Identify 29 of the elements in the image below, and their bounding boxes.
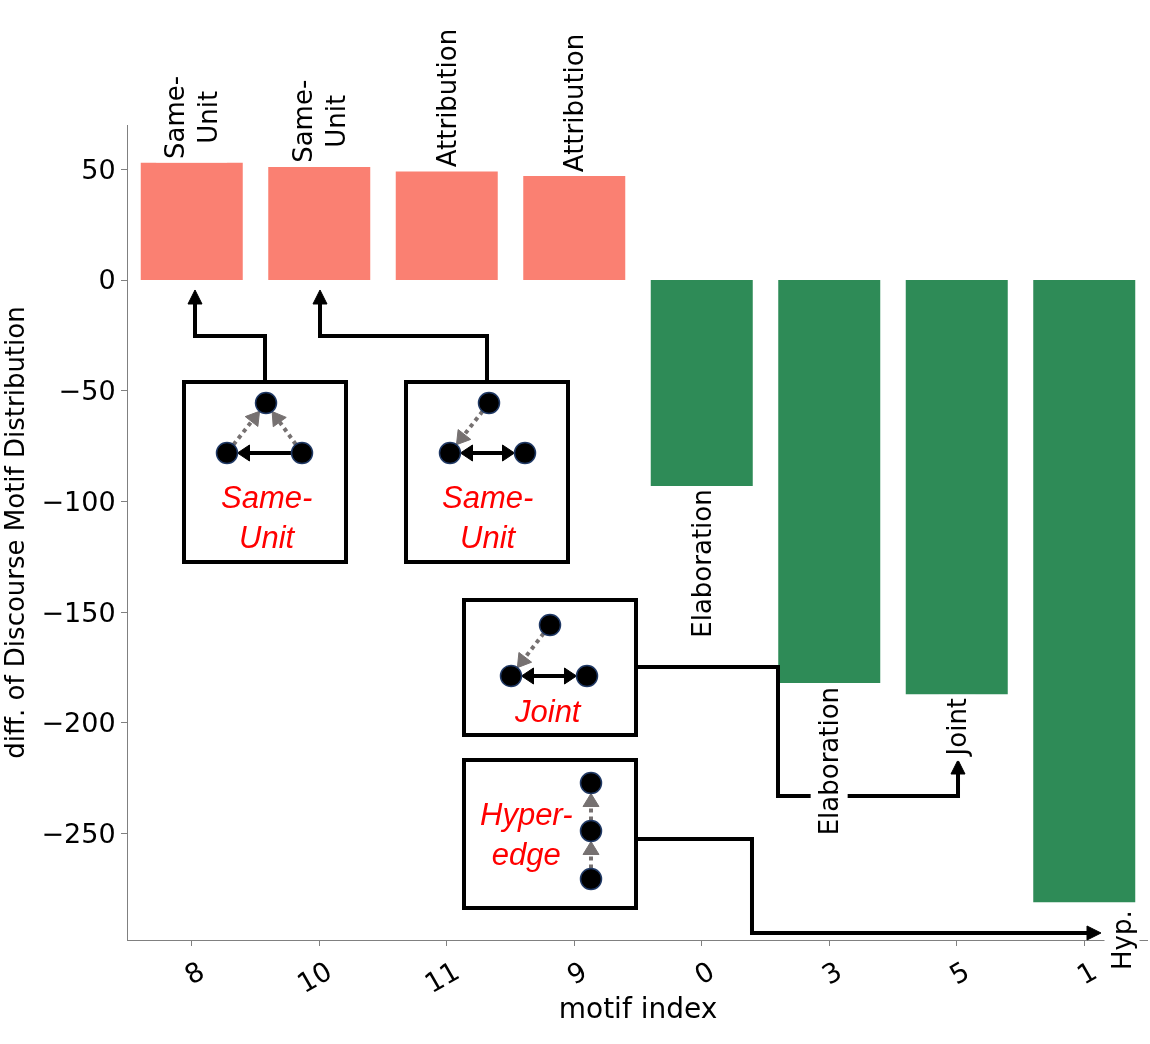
x-tick-label: 3: [816, 954, 847, 991]
annotation: Same- Unit: [442, 480, 534, 556]
annotation: Elaboration: [814, 686, 845, 836]
annotation: Attribution: [559, 33, 590, 173]
annotation: Same- Unit: [287, 79, 352, 163]
annotation: Hyper- edge: [480, 797, 573, 873]
annotation: Attribution: [432, 28, 463, 168]
x-tick-label: 10: [291, 954, 337, 999]
y-tick-label: 0: [98, 264, 116, 296]
y-axis-title: diff. of Discourse Motif Distribution: [0, 306, 30, 759]
x-tick-label: 11: [419, 954, 465, 999]
annotation: Same- Unit: [159, 75, 224, 159]
y-tick-label: −100: [41, 485, 116, 517]
y-tick-label: −250: [41, 818, 116, 850]
x-tick-label: 5: [944, 954, 975, 991]
annotation: Joint: [942, 697, 973, 758]
x-tick-label: 1: [1071, 954, 1102, 991]
y-tick-label: −150: [41, 596, 116, 628]
annotation: Joint: [514, 694, 582, 729]
y-tick-label: −200: [41, 707, 116, 739]
x-tick-label: 9: [561, 954, 592, 991]
x-tick-label: 8: [179, 954, 210, 991]
x-axis-title: motif index: [558, 992, 718, 1026]
y-tick-label: 50: [81, 153, 116, 185]
x-tick-label: 0: [689, 954, 720, 991]
y-tick-label: −50: [58, 375, 116, 407]
annotation: Same- Unit: [221, 480, 313, 556]
annotation: Elaboration: [686, 489, 717, 638]
annotation: Hyp.: [1107, 910, 1137, 970]
